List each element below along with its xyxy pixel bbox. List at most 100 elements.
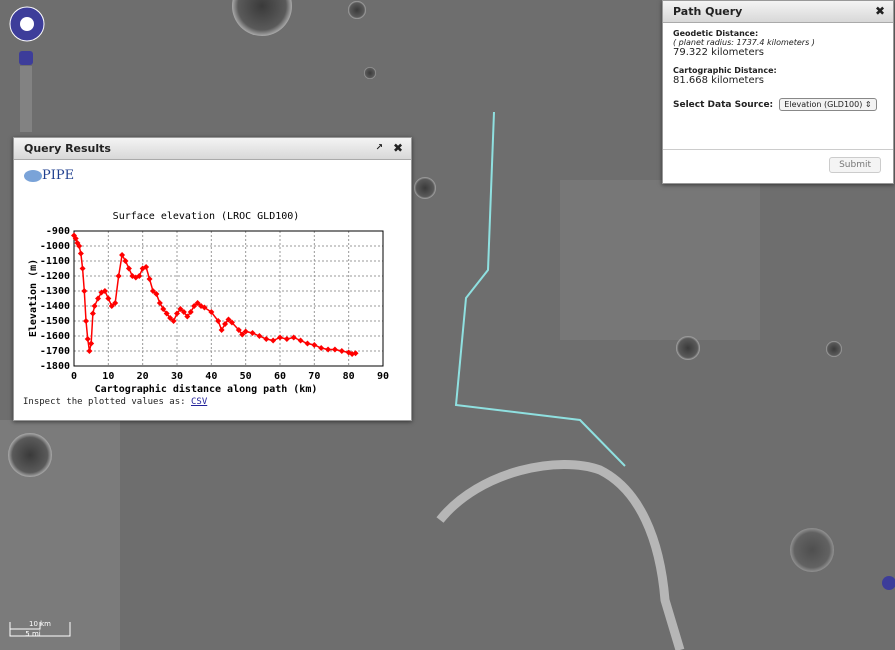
panel-title: Query Results [24,142,111,155]
data-point [167,315,174,321]
plot-frame [73,230,384,367]
data-point [143,264,150,270]
query-results-panel: Query Results ↗ ✖ PIPE Inspect the plotted… [13,137,412,421]
y-tick-label: -1200 [40,271,70,282]
x-axis-label: Cartographic distance along path (km) [95,383,318,395]
data-point [242,328,249,335]
crater [414,177,436,199]
data-point [88,340,95,347]
x-tick-label: 80 [343,371,355,382]
label: Select Data Source: [673,100,774,110]
data-point [108,303,115,309]
zoom-in[interactable] [19,51,33,65]
x-tick-label: 0 [71,371,77,382]
crater [8,433,52,477]
data-point [136,273,143,279]
data-point [218,327,225,333]
data-point [149,288,156,294]
data-point [201,304,208,311]
data-point [156,300,163,306]
data-point [174,310,180,317]
y-tick-label: -1800 [40,361,70,372]
crater [790,528,834,572]
inspect-text: Inspect the plotted values as: [23,397,186,407]
panel-header: Path Query ✖ [663,1,893,23]
crater [232,0,292,36]
data-point [160,306,167,312]
data-point [89,310,96,317]
csv-link[interactable]: CSV [190,397,208,407]
data-point [318,345,325,351]
pan-center [20,17,34,31]
data-point [163,310,170,317]
data-point [222,321,229,327]
data-point [180,309,187,315]
data-point [290,334,297,341]
y-tick-label: -900 [46,226,70,237]
y-tick-label: -1300 [40,286,70,297]
y-tick-label: -1700 [40,346,70,357]
layer-switcher[interactable] [882,576,895,590]
value: 81.668 kilometers [673,75,764,86]
x-tick-label: 70 [308,371,320,382]
close-button[interactable]: ✖ [392,141,403,155]
data-point [304,340,311,347]
data-point [283,336,290,342]
data-point [228,319,235,326]
close-button[interactable]: ✖ [874,4,885,18]
query-path [454,111,626,467]
data-point [225,316,232,323]
data-source-select[interactable]: Elevation (GLD100) ⇕ [779,98,877,111]
data-point [325,346,332,353]
x-tick-label: 20 [137,371,149,382]
data-point [105,295,112,302]
y-tick-label: -1500 [40,316,70,327]
data-point [146,276,153,282]
data-point [235,327,242,333]
x-tick-label: 60 [274,371,286,382]
y-axis-label: Elevation (m) [27,259,39,337]
x-tick-label: 30 [171,371,183,382]
data-point [239,331,246,338]
data-point [112,300,119,306]
label: Geodetic Distance: [673,29,759,38]
data-point [153,291,160,297]
path-query-panel: Path Query ✖ Geodetic Distance: ( planet … [662,0,894,184]
zoom-bar[interactable] [20,66,32,132]
scale-mi: 5 mi [25,630,40,638]
crater [676,336,700,360]
note: ( planet radius: 1737.4 kilometers ) [673,38,815,47]
data-point [331,346,338,353]
y-tick-label: -1600 [40,331,70,342]
popout-button[interactable]: ↗ [375,143,383,153]
data-point [115,273,122,279]
data-point [208,309,215,315]
submit-button[interactable]: Submit [829,157,881,173]
data-point [263,336,270,342]
data-point [191,303,198,309]
data-point [86,348,93,354]
data-point [215,318,222,324]
ridge [436,460,685,650]
value: 79.322 kilometers [673,47,764,58]
scale-km: 10 km [29,620,51,628]
crater [826,341,842,357]
x-tick-label: 40 [205,371,217,382]
data-point [187,309,194,315]
panel-header: Query Results ↗ ✖ [14,138,411,160]
scale-bar [9,622,71,637]
data-point [84,336,91,342]
terrain [560,180,760,340]
data-point [95,295,102,302]
data-point [311,342,318,348]
data-point [270,337,277,344]
data-point [119,252,126,258]
data-point [184,313,191,320]
data-point [256,333,263,339]
crater [348,1,366,19]
data-point [83,318,90,324]
x-tick-label: 90 [377,371,389,382]
data-point [72,235,79,242]
data-point [297,337,304,344]
